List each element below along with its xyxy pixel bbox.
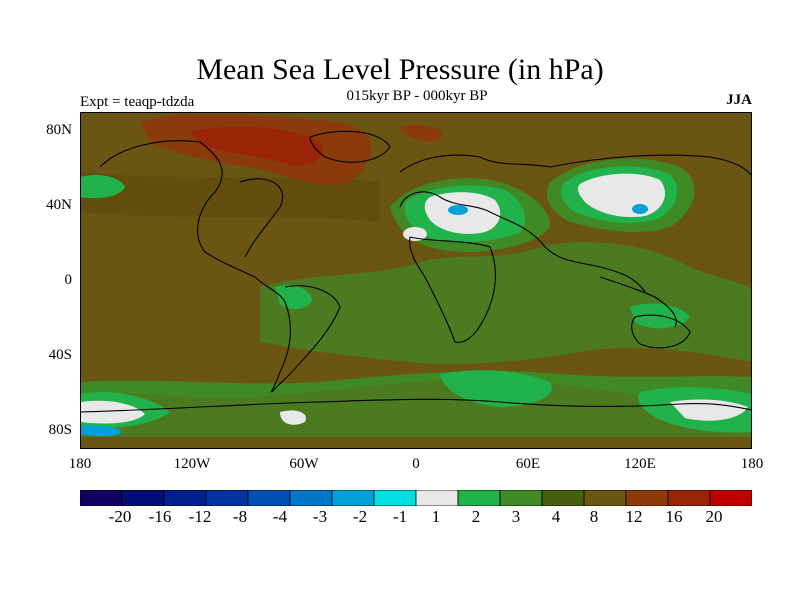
colorbar-swatch	[331, 490, 375, 506]
field-blue	[448, 205, 468, 215]
coast-africa	[409, 236, 496, 343]
experiment-label: Expt = teaqp-tdzda	[80, 94, 195, 110]
lon-label-120w: 120W	[173, 456, 211, 472]
colorbar	[80, 490, 752, 506]
colorbar-swatch	[121, 490, 165, 506]
coast-greenland	[309, 130, 391, 163]
field-near-zero-2	[403, 227, 427, 241]
lon-label-60w: 60W	[289, 456, 319, 472]
lon-label-120e: 120E	[624, 456, 656, 472]
field-bright-green-4	[275, 285, 312, 309]
field-band	[80, 172, 380, 222]
colorbar-label: -12	[188, 507, 212, 526]
colorbar-label: -4	[272, 507, 288, 526]
coast-australia	[631, 314, 691, 349]
field-bright-green-3	[80, 175, 125, 199]
lat-label-0: 0	[64, 272, 73, 288]
field-dark-green-2	[80, 379, 752, 449]
coast-antarctica	[80, 398, 752, 413]
lat-label-40n: 40N	[46, 197, 72, 213]
field-brown-red-2	[400, 124, 442, 142]
season-label: JJA	[726, 92, 752, 108]
field-southern-edge	[80, 437, 752, 449]
colorbar-swatch	[373, 490, 417, 506]
field-bright-green-7	[440, 370, 552, 407]
field-near-zero-6	[280, 410, 306, 425]
colorbar-label: -2	[352, 507, 368, 526]
colorbar-label: -20	[108, 507, 132, 526]
colorbar-swatch	[709, 490, 752, 506]
field-red	[190, 126, 323, 166]
colorbar-swatch	[163, 490, 207, 506]
lat-label-40s: 40S	[48, 347, 72, 363]
field-dark-green	[260, 242, 752, 364]
colorbar-label: 1	[431, 507, 441, 526]
colorbar-swatch	[457, 490, 501, 506]
coast-south-america-east	[271, 285, 341, 393]
lon-label-180e: 180	[740, 456, 764, 472]
colorbar-label: -16	[148, 507, 172, 526]
field-blue-3	[80, 425, 121, 437]
colorbar-swatch	[583, 490, 627, 506]
lon-label-60e: 60E	[515, 456, 541, 472]
colorbar-label: 20	[705, 507, 723, 526]
coastlines	[80, 130, 752, 413]
coast-south-america-west	[254, 276, 291, 393]
colorbar-label: -3	[312, 507, 328, 526]
map-subtitle: 015kyr BP - 000kyr BP	[346, 88, 488, 104]
colorbar-label: 16	[665, 507, 683, 526]
coast-north-america	[99, 140, 256, 278]
colorbar-swatch	[415, 490, 459, 506]
colorbar-label: -1	[392, 507, 408, 526]
colorbar-swatch	[541, 490, 585, 506]
colorbar-swatch	[289, 490, 333, 506]
coast-north-america-east	[239, 178, 283, 258]
field-blue-2	[632, 204, 648, 214]
field-near-zero-5	[670, 399, 748, 421]
colorbar-label: 3	[511, 507, 521, 526]
field-near-zero-4	[80, 400, 145, 424]
coast-southeast-asia	[599, 276, 677, 328]
colorbar-swatch	[625, 490, 669, 506]
colorbar-swatch	[499, 490, 543, 506]
map-title: Mean Sea Level Pressure (in hPa)	[196, 53, 604, 86]
lat-label-80n: 80N	[46, 122, 72, 138]
colorbar-swatch	[205, 490, 249, 506]
lon-label-180w: 180	[68, 456, 92, 472]
coast-eurasia-north	[399, 154, 752, 178]
map-frame	[80, 112, 752, 449]
colorbar-label: -8	[232, 507, 248, 526]
colorbar-swatch	[667, 490, 711, 506]
colorbar-swatch	[80, 490, 123, 506]
pressure-map	[80, 112, 752, 449]
colorbar-label: 2	[471, 507, 481, 526]
colorbar-label: 4	[551, 507, 561, 526]
colorbar-swatch	[247, 490, 291, 506]
lat-label-80s: 80S	[48, 422, 72, 438]
colorbar-label: 12	[625, 507, 643, 526]
lon-label-0: 0	[412, 456, 420, 472]
coast-eurasia-south	[399, 191, 646, 293]
colorbar-label: 8	[589, 507, 599, 526]
